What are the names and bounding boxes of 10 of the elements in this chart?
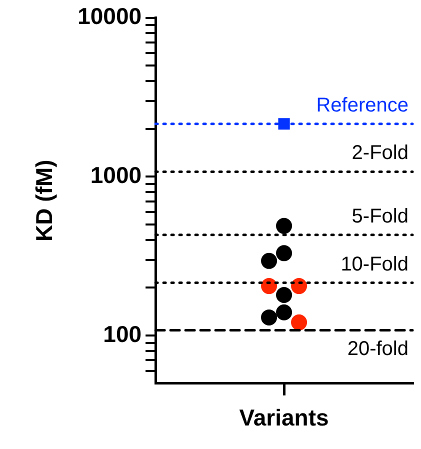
- x-tick-label: Variants: [239, 404, 329, 431]
- ref-line-label: 2-Fold: [352, 142, 408, 164]
- ref-line-label: Reference: [316, 94, 408, 116]
- ref-line-label: 10-Fold: [340, 253, 408, 276]
- y-axis-title: KD (fM): [31, 160, 58, 242]
- y-tick-label: 1000: [90, 162, 142, 188]
- ref-line-label: 5-Fold: [352, 205, 408, 228]
- y-tick-label: 10000: [78, 3, 142, 30]
- ref-line-label: 20-fold: [347, 338, 408, 360]
- y-tick-label: 100: [103, 320, 142, 347]
